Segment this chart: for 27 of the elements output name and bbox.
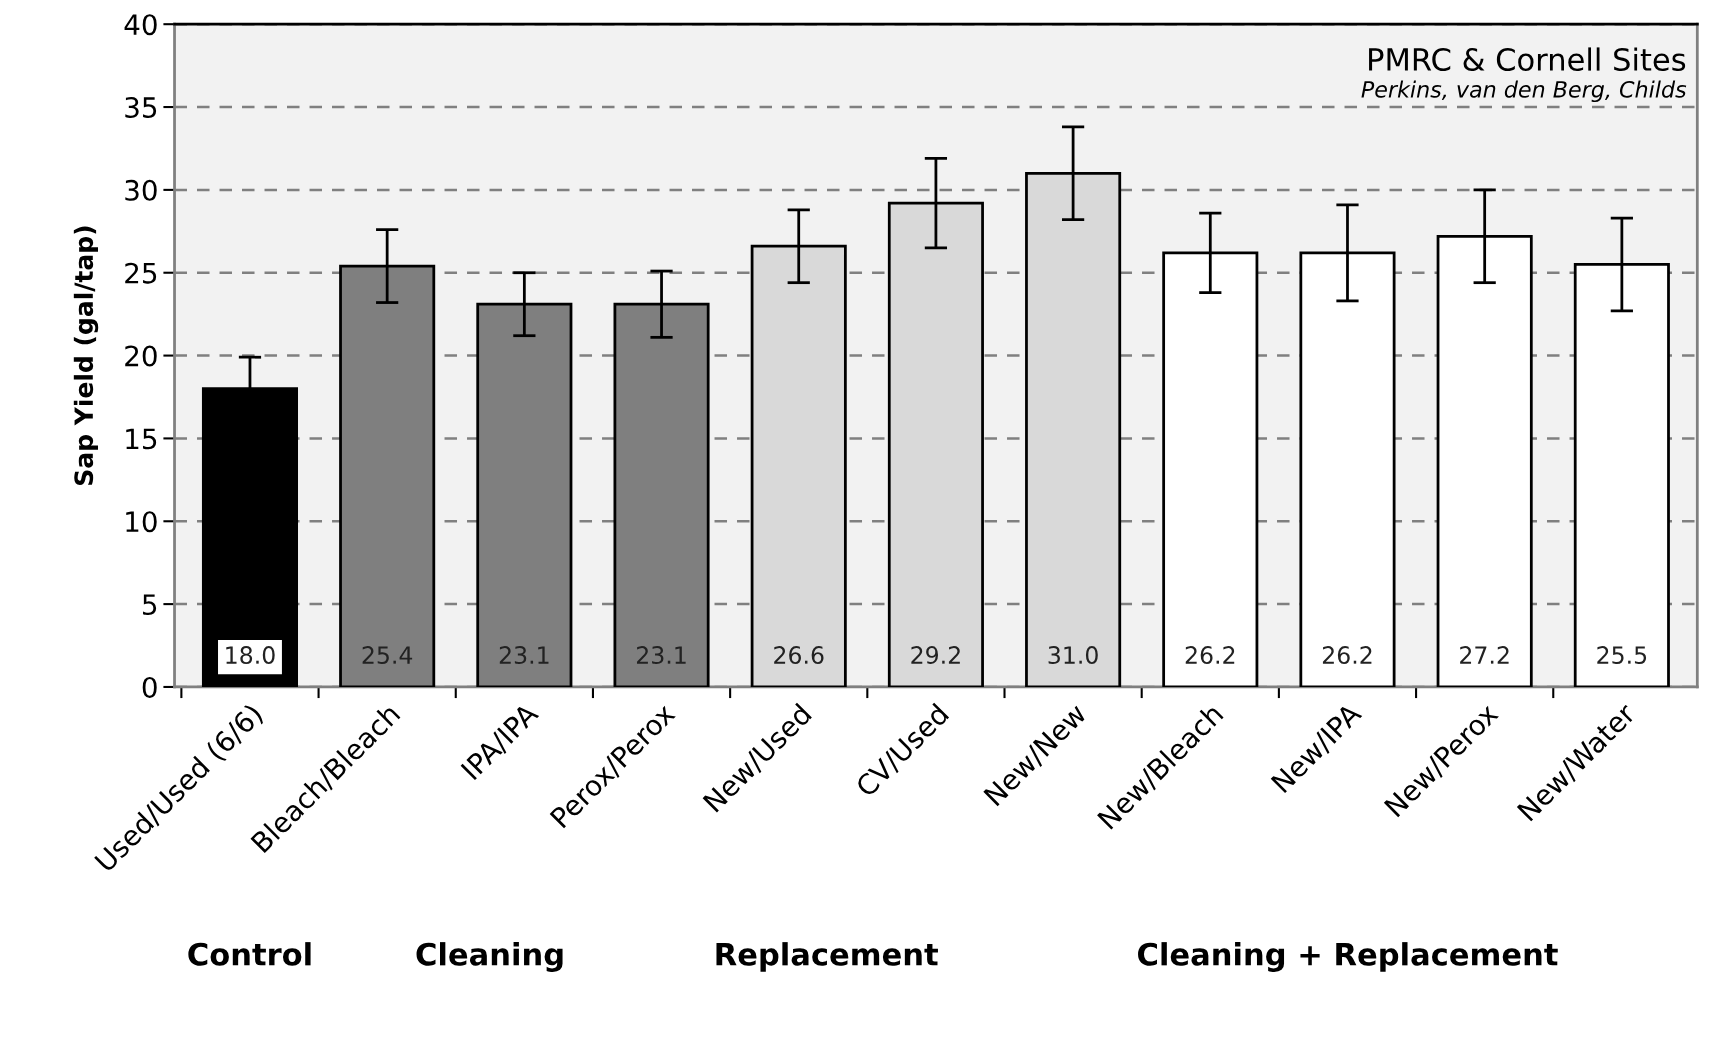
y-tick-label: 15	[126, 428, 157, 450]
y-axis-title: Sap Yield (gal/tap)	[73, 226, 99, 485]
data-label: 25.5	[1597, 646, 1647, 664]
y-tick-label: 0	[142, 676, 157, 698]
data-label: 23.1	[636, 646, 686, 664]
annotation: PMRC & Cornell Sites	[1369, 47, 1686, 72]
data-label: 31.0	[1048, 646, 1098, 664]
text: Cleaning	[416, 942, 563, 972]
y-tick-label: 35	[125, 96, 157, 118]
y-tick-label: 40	[124, 14, 157, 36]
y-tick-label: 25	[125, 262, 157, 284]
data-label: 26.2	[1185, 646, 1235, 664]
data-label: 26.2	[1322, 646, 1372, 664]
text: Replacement	[716, 942, 938, 972]
data-label: 26.6	[774, 646, 824, 664]
y-tick-label: 5	[143, 594, 157, 616]
data-label: 18.0	[226, 646, 275, 664]
text: Control	[188, 942, 311, 966]
data-label: 27.2	[1460, 646, 1509, 664]
y-tick-label: 10	[126, 511, 157, 533]
y-tick-label: 20	[125, 345, 157, 367]
y-tick-label: 30	[125, 179, 157, 201]
data-label: 29.2	[911, 646, 960, 664]
annotation: Perkins, van den Berg, Childs	[1361, 80, 1687, 103]
text: Cleaning + Replacement	[1138, 942, 1558, 972]
data-label: 23.1	[499, 646, 549, 664]
data-label: 25.4	[362, 646, 413, 664]
